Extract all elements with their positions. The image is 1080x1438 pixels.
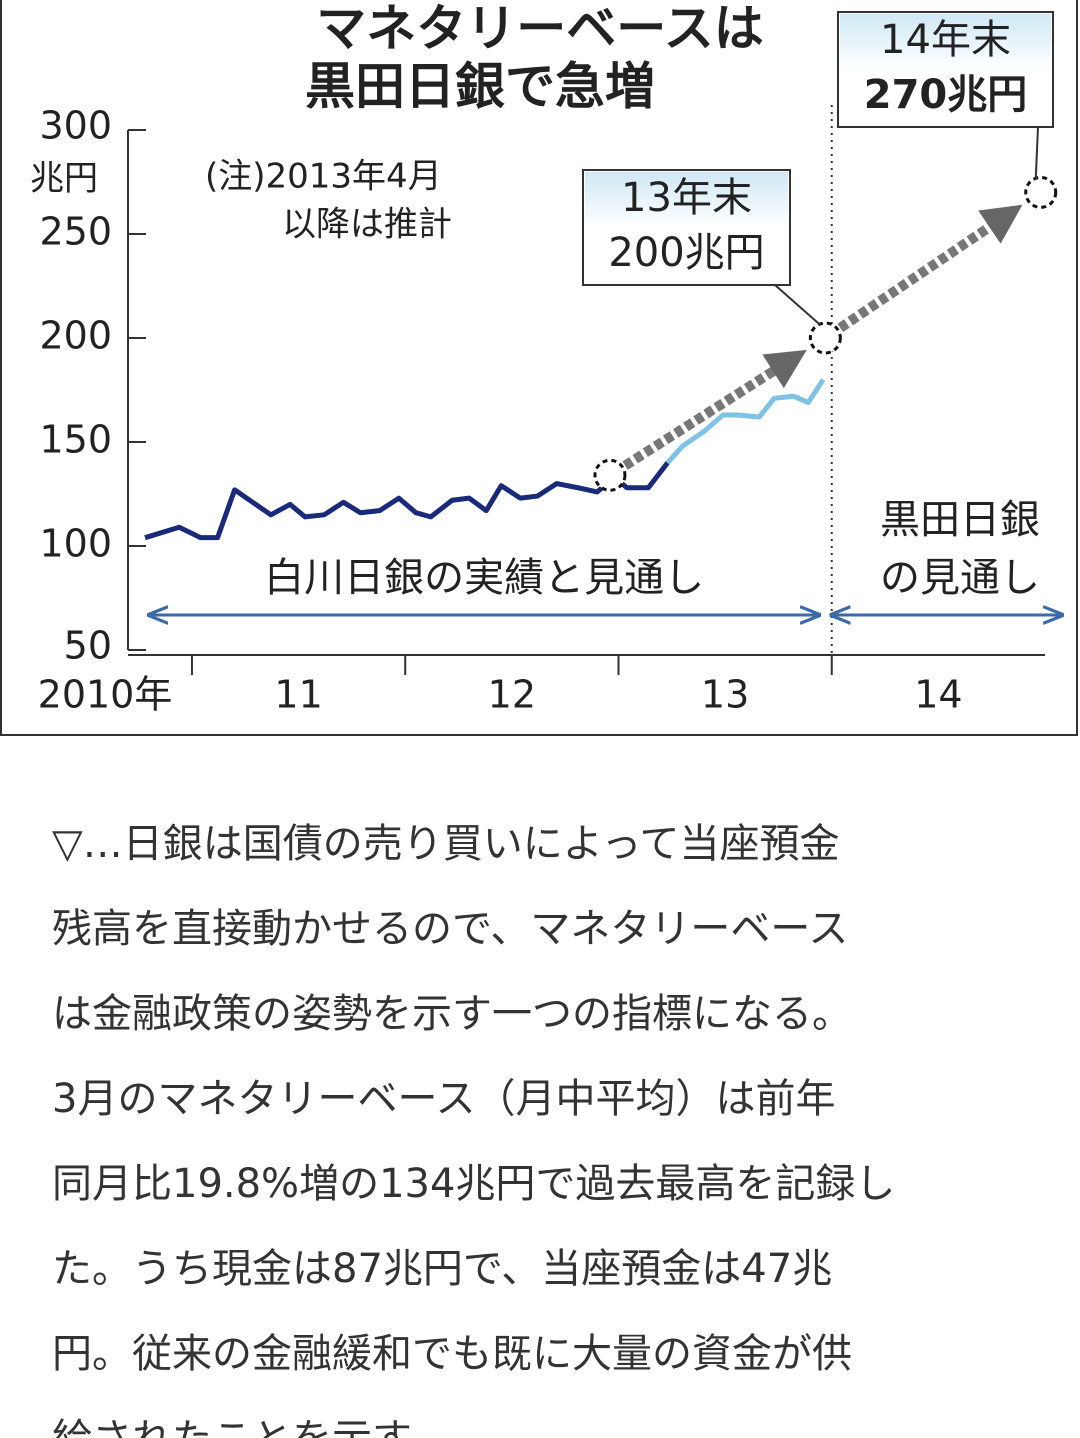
callout-pointer [1034, 126, 1039, 180]
callout-band [585, 172, 788, 227]
y-tick-label: 250 [39, 210, 112, 254]
article-line: 給されたことを示す。 [52, 1406, 448, 1438]
callout-value: 200兆円 [608, 230, 764, 276]
article-line: は金融政策の姿勢を示す一つの指標になる。 [52, 991, 852, 1037]
chart: マネタリーベースは 黒田日銀で急増 兆円 (注)2013年4月 以降は推計 50… [0, 0, 1078, 736]
article-line: 円。従来の金融緩和でも既に大量の資金が供 [52, 1331, 852, 1377]
projection-point [808, 321, 842, 355]
x-tick-label: 2010年 [38, 673, 173, 717]
chart-title: マネタリーベースは [316, 0, 764, 58]
callout-pointer [774, 284, 822, 326]
callout-value: 270兆円 [864, 72, 1028, 118]
y-tick-label: 300 [39, 104, 112, 148]
series-line [665, 378, 826, 465]
callout-label: 14年末 [880, 17, 1011, 63]
x-tick-label: 13 [701, 673, 749, 717]
projection-arrow [622, 349, 807, 470]
y-unit: 兆円 [30, 159, 98, 199]
note: 以降は推計 [282, 205, 452, 245]
x-tick-label: 12 [488, 673, 536, 717]
series-line [144, 461, 670, 541]
projection-point [593, 458, 627, 492]
article-line: 残高を直接動かせるので、マネタリーベース [52, 906, 849, 952]
chart-title: 黒田日銀で急増 [305, 58, 655, 116]
projection-arrow [837, 204, 1023, 333]
y-tick-label: 50 [64, 624, 112, 668]
span-label: 黒田日銀 [880, 497, 1040, 543]
span-label: 白川日銀の実績と見通し [264, 555, 704, 601]
article-line: 同月比19.8%増の134兆円で過去最高を記録し [52, 1161, 896, 1207]
x-tick-label: 14 [914, 673, 962, 717]
callout-band [840, 14, 1051, 69]
article-line: 3月のマネタリーベース（月中平均）は前年 [52, 1076, 836, 1122]
note: (注)2013年4月 [205, 157, 442, 197]
callout-label: 13年末 [621, 175, 752, 221]
article-line: ▽…日銀は国債の売り買いによって当座預金 [52, 821, 840, 867]
x-tick-label: 11 [274, 673, 322, 717]
y-tick-label: 100 [39, 522, 112, 566]
article-line: た。うち現金は87兆円で、当座預金は47兆 [52, 1246, 833, 1292]
projection-point [1024, 175, 1058, 209]
y-tick-label: 200 [39, 314, 112, 358]
y-tick-label: 150 [39, 418, 112, 462]
article: ▽…日銀は国債の売り買いによって当座預金 残高を直接動かせるので、マネタリーベース… [0, 737, 1080, 1438]
span-label: の見通し [880, 555, 1040, 601]
